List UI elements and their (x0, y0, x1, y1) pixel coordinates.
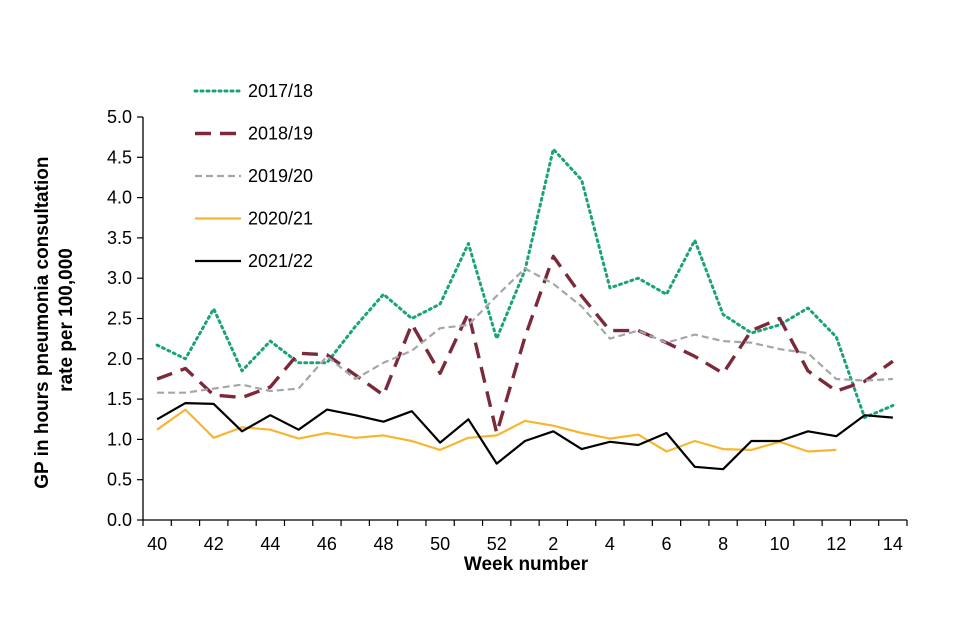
legend-label-2021-22: 2021/22 (248, 251, 313, 271)
y-tick-label: 0.0 (107, 510, 132, 530)
x-axis-title: Week number (464, 554, 589, 575)
legend-label-2017-18: 2017/18 (248, 81, 313, 101)
x-tick-label: 52 (487, 534, 507, 554)
x-tick-label: 46 (317, 534, 337, 554)
x-tick-label: 8 (718, 534, 728, 554)
y-tick-label: 1.0 (107, 429, 132, 449)
y-tick-label: 5.0 (107, 107, 132, 127)
legend-label-2018-19: 2018/19 (248, 124, 313, 144)
y-axis-title-line-1: GP in hours pneumonia consultation (32, 157, 53, 489)
series-line-2017-18 (155, 147, 895, 420)
y-tick-label: 3.5 (107, 228, 132, 248)
x-tick-label: 2 (548, 534, 558, 554)
x-tick-label: 44 (260, 534, 280, 554)
y-tick-label: 2.0 (107, 349, 132, 369)
axes: 0.00.51.01.52.02.53.03.54.04.55.040 42 44 4… (107, 107, 908, 554)
y-axis-title-line-2: rate per 100,000 (56, 248, 77, 392)
y-tick-label: 2.5 (107, 309, 132, 329)
series-line-2020-21 (156, 408, 837, 453)
y-tick-label: 1.5 (107, 389, 132, 409)
x-tick-label: 50 (430, 534, 450, 554)
x-tick-label: 14 (883, 534, 903, 554)
legend-label-2020-21: 2020/21 (248, 209, 313, 229)
x-tick-label: 40 (147, 534, 167, 554)
y-tick-label: 0.5 (107, 470, 132, 490)
x-tick-label: 10 (770, 534, 790, 554)
y-tick-label: 4.0 (107, 188, 132, 208)
x-tick-label: 12 (826, 534, 846, 554)
x-tick-label: 4 (605, 534, 615, 554)
series-line-2019-20 (157, 267, 893, 394)
series-lines (155, 147, 895, 471)
x-tick-label: 42 (204, 534, 224, 554)
y-tick-label: 4.5 (107, 147, 132, 167)
y-axis-title: GP in hours pneumonia consultation rate … (32, 151, 77, 488)
y-tick-label: 3.0 (107, 268, 132, 288)
legend-label-2019-20: 2019/20 (248, 166, 313, 186)
legend: 2017/18 2018/19 2019/20 2020/21 2021/22 (193, 81, 313, 271)
series-line-2021-22 (156, 402, 893, 471)
x-tick-label: 6 (661, 534, 671, 554)
x-tick-label: 48 (374, 534, 394, 554)
